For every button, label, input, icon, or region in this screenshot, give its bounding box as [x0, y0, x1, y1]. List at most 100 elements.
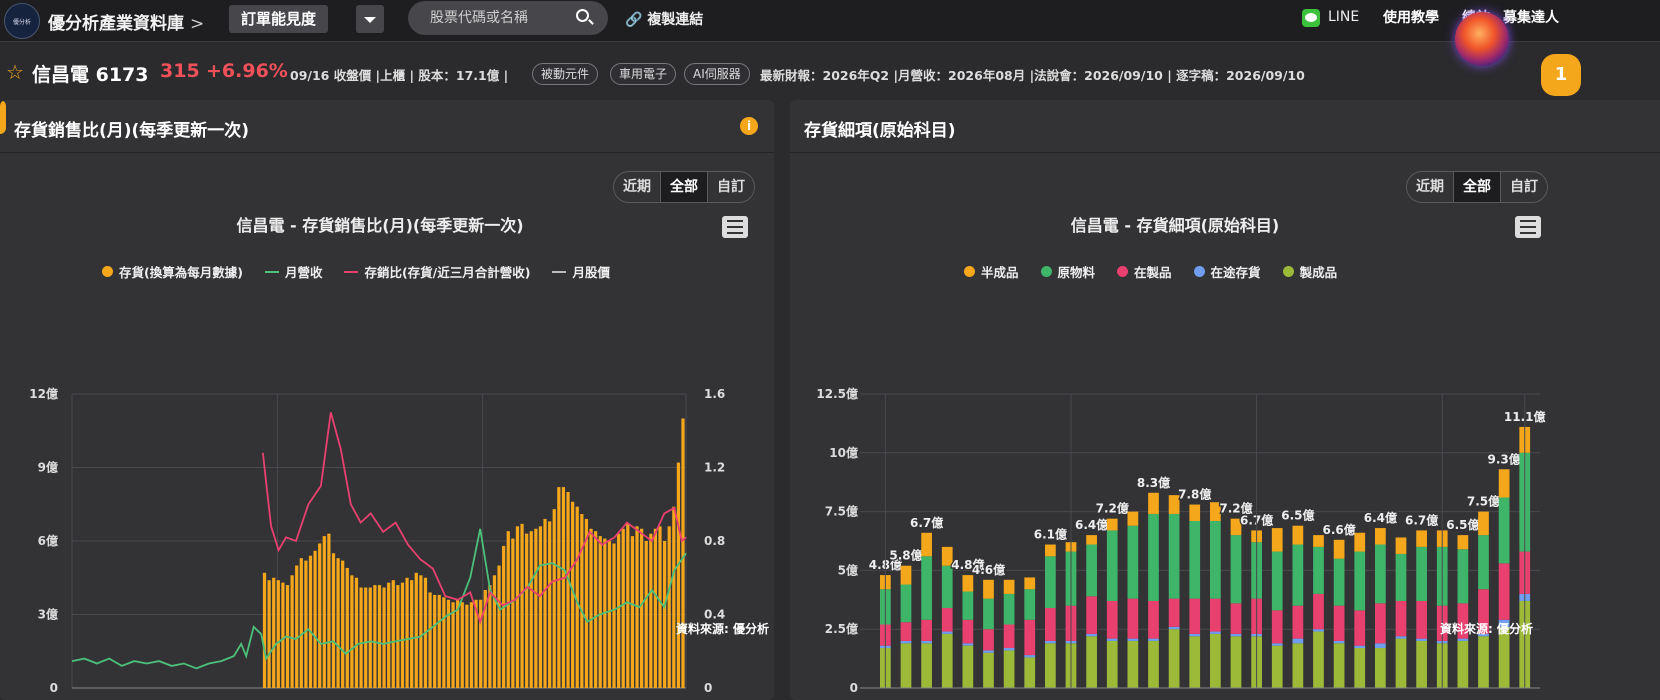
inventory-bar [437, 594, 441, 688]
stack-segment [921, 556, 932, 620]
legend-wip[interactable]: 在製品 [1117, 262, 1172, 281]
legend-transit[interactable]: 在途存貨 [1193, 262, 1261, 281]
inventory-bar [456, 599, 460, 688]
inventory-bar [428, 592, 432, 688]
range-all-button[interactable]: 全部 [661, 172, 708, 202]
stack-segment [1210, 598, 1221, 632]
stack-segment [1086, 596, 1097, 634]
stock-price: 315 [160, 60, 200, 82]
range-custom-button[interactable]: 自訂 [717, 179, 745, 195]
inventory-bar [552, 509, 556, 688]
menu-icon[interactable] [1515, 216, 1541, 238]
y-right-tick: 0.4 [704, 608, 725, 622]
legend-semi[interactable]: 半成品 [964, 262, 1019, 281]
inventory-bar [318, 543, 322, 688]
line-share-link[interactable]: LINE [1328, 9, 1360, 25]
tag-ai-server[interactable]: AI伺服器 [684, 63, 750, 85]
inventory-bar [299, 558, 303, 688]
stack-segment [1045, 544, 1056, 557]
y-right-tick: 1.2 [704, 461, 725, 475]
notification-badge[interactable]: 1 [1541, 54, 1581, 96]
line-icon[interactable] [1302, 9, 1320, 27]
site-logo[interactable]: 優分析 [4, 3, 40, 39]
total-label: 4.6億 [972, 562, 1005, 577]
search-input[interactable] [430, 8, 570, 28]
y-right-tick: 0 [704, 681, 712, 695]
inventory-bar [644, 541, 648, 688]
inventory-bar [313, 550, 317, 688]
nav-tutorial[interactable]: 使用教學 [1383, 10, 1439, 26]
total-label: 6.6億 [1322, 522, 1355, 537]
search-box[interactable] [408, 1, 608, 35]
stack-segment [1292, 525, 1304, 545]
inventory-bar [571, 501, 575, 688]
stack-segment [1313, 593, 1324, 630]
link-icon: 🔗 [625, 12, 643, 28]
inventory-bar [640, 528, 644, 688]
star-icon[interactable]: ☆ [6, 60, 24, 84]
legend-raw[interactable]: 原物料 [1040, 262, 1095, 281]
section-selector[interactable]: 訂單能見度 [229, 5, 329, 33]
inventory-bar [290, 575, 294, 688]
stock-name: 信昌電 6173 [32, 64, 149, 86]
nav-fundraise[interactable]: 募集達人 [1503, 10, 1559, 26]
range-recent-button[interactable]: 近期 [1407, 172, 1454, 202]
total-label: 6.7億 [910, 515, 943, 530]
info-icon[interactable]: i [740, 117, 758, 135]
search-icon[interactable] [576, 9, 589, 22]
stack-segment [1457, 603, 1469, 639]
legend-ratio[interactable]: 存銷比(存貨/近三月合計營收) [344, 262, 530, 281]
stack-segment [1024, 577, 1036, 590]
stack-segment [983, 579, 994, 599]
stack-segment [1271, 551, 1283, 611]
stack-segment [1189, 633, 1201, 637]
y-tick: 0 [850, 681, 858, 695]
total-label: 7.2億 [1219, 501, 1252, 516]
legend-finished[interactable]: 製成品 [1282, 262, 1337, 281]
stack-segment [1333, 643, 1345, 688]
stack-segment [1457, 549, 1469, 604]
legend-price[interactable]: 月股價 [552, 262, 610, 281]
stack-segment [900, 622, 912, 641]
stack-segment [1003, 624, 1015, 649]
stack-segment [1354, 551, 1366, 611]
menu-icon[interactable] [722, 216, 748, 238]
stack-segment [962, 575, 974, 592]
inventory-bar [607, 541, 612, 688]
total-label: 6.4億 [1364, 510, 1397, 525]
stack-segment [1189, 598, 1201, 634]
stack-segment [1148, 638, 1159, 641]
chevron-down-icon[interactable] [356, 5, 384, 33]
stack-segment [1106, 640, 1118, 688]
top-bar: 優分析 優分析產業資料庫> 訂單能見度 🔗 複製連結 LINE 使用教學 績效 … [0, 0, 1660, 42]
y-tick: 2.5億 [825, 621, 858, 636]
total-label: 6.4億 [1075, 517, 1108, 532]
assistant-orb-icon[interactable] [1455, 12, 1509, 66]
brand-name: 優分析產業資料庫 [48, 14, 184, 34]
inventory-bar [658, 526, 662, 688]
stack-segment [983, 598, 994, 630]
range-all-button[interactable]: 全部 [1454, 172, 1501, 202]
inventory-bar [465, 604, 469, 688]
range-selector: 近期 全部 自訂 [1406, 171, 1548, 203]
panel-side-tab[interactable] [0, 100, 6, 134]
inventory-bar [515, 526, 520, 688]
tag-automotive[interactable]: 車用電子 [610, 63, 677, 85]
stack-segment [1498, 619, 1510, 627]
copy-link-button[interactable]: 🔗 複製連結 [625, 9, 703, 29]
total-label: 6.1億 [1034, 527, 1067, 542]
legend-inventory[interactable]: 存貨(換算為每月數據) [102, 262, 243, 281]
stack-segment [1478, 636, 1489, 688]
range-recent-button[interactable]: 近期 [614, 172, 661, 202]
stock-change: +6.96% [206, 60, 288, 82]
inventory-bar [281, 582, 285, 688]
stack-segment [1168, 598, 1180, 627]
stack-segment [1127, 598, 1139, 639]
range-custom-button[interactable]: 自訂 [1510, 179, 1538, 195]
legend-revenue[interactable]: 月營收 [264, 262, 322, 281]
brand-title[interactable]: 優分析產業資料庫 > [48, 9, 204, 34]
tag-passive-components[interactable]: 被動元件 [532, 63, 599, 85]
total-label: 4.8億 [951, 557, 984, 572]
inventory-bar [483, 590, 487, 688]
inventory-bar [391, 580, 395, 688]
